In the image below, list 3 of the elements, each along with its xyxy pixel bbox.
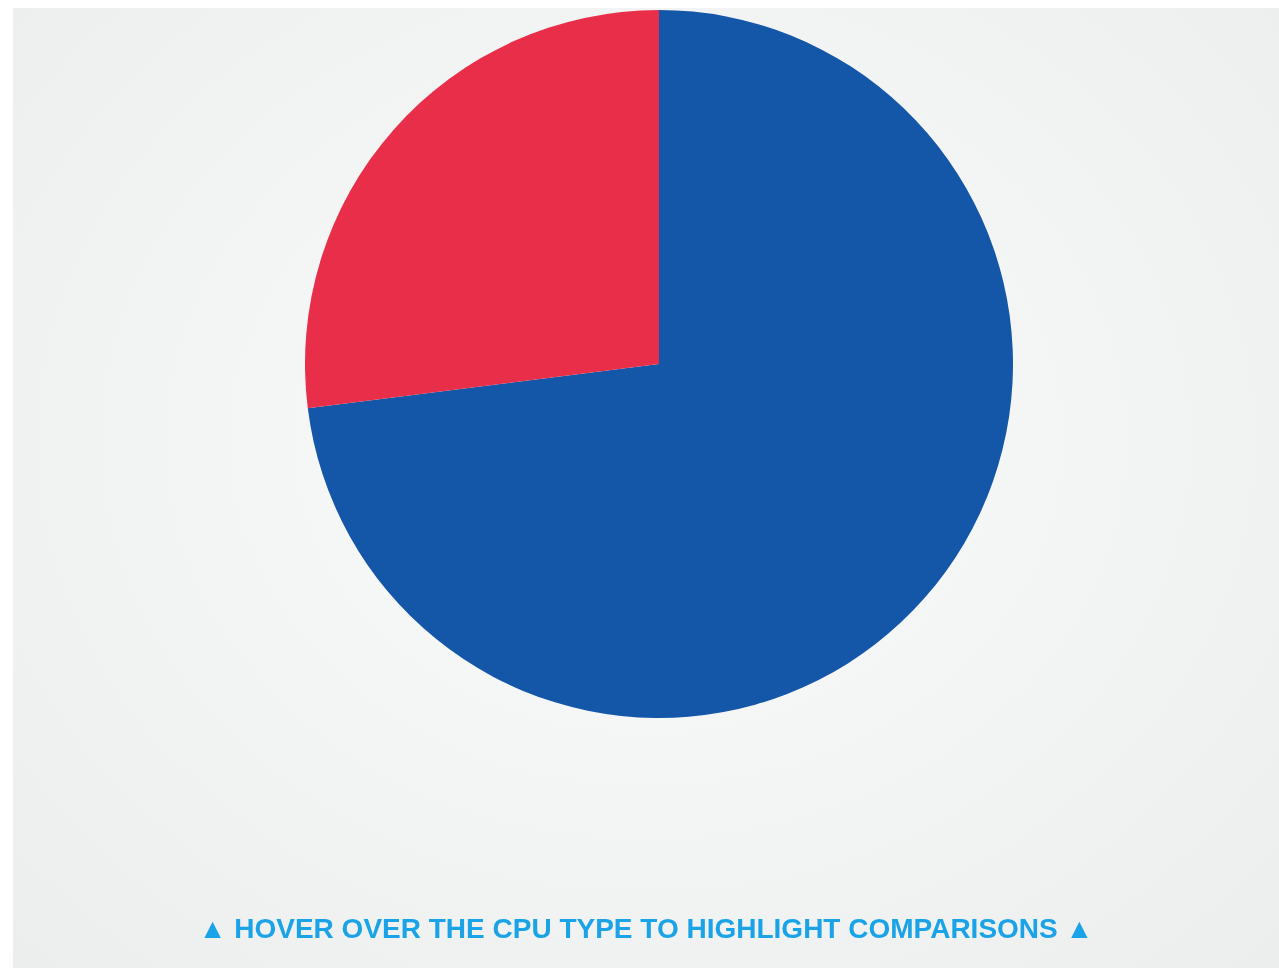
pie-slice <box>305 10 659 409</box>
text: ▲ HOVER OVER THE CPU TYPE TO HIGHLIGHT COMPARISONS ▲ <box>197 913 1095 945</box>
pie-slice <box>307 10 1013 718</box>
